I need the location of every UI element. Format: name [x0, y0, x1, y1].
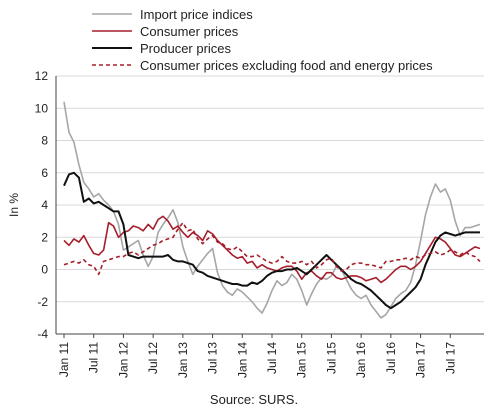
x-tick-label: Jan 16 — [354, 342, 368, 378]
gridlines — [56, 75, 484, 303]
legend-label: Consumer prices — [140, 24, 239, 39]
x-tick-label: Jul 17 — [443, 342, 457, 374]
y-axis: -4 -2 0 2 4 6 8 10 12 — [35, 69, 49, 341]
x-tick-label: Jan 15 — [295, 342, 309, 378]
legend: Import price indices Consumer prices Produ… — [92, 7, 433, 73]
y-tick-label: -2 — [37, 295, 48, 309]
y-tick-label: 12 — [35, 69, 49, 83]
x-tick-label: Jul 12 — [146, 342, 160, 374]
x-tick-label: Jul 16 — [384, 342, 398, 374]
y-tick-label: 4 — [41, 198, 48, 212]
y-tick-label: 10 — [35, 101, 49, 115]
x-tick-label: Jan 13 — [176, 342, 190, 378]
series-line-4 — [63, 221, 481, 276]
x-tick-label: Jul 14 — [265, 342, 279, 374]
x-tick-label: Jul 15 — [324, 342, 338, 374]
x-tick-label: Jan 14 — [235, 342, 249, 378]
x-tick-label: Jul 13 — [206, 342, 220, 374]
x-axis: Jan 11 Jul 11 Jan 12 Jul 12 Jan 13 Jul 13 Jan … — [57, 334, 457, 378]
x-tick-label: Jul 11 — [87, 342, 101, 373]
series-line-3 — [63, 171, 480, 310]
y-tick-label: 2 — [41, 230, 48, 244]
series-lines — [63, 101, 481, 319]
y-tick-label: 6 — [41, 166, 48, 180]
x-tick-label: Jan 17 — [414, 342, 428, 378]
y-tick-label: 8 — [41, 134, 48, 148]
series-line-2 — [63, 215, 481, 284]
legend-label: Import price indices — [140, 7, 253, 22]
x-tick-label: Jan 12 — [116, 342, 130, 378]
series-line-1 — [63, 101, 481, 319]
y-axis-title: In % — [7, 193, 21, 217]
y-tick-label: -4 — [37, 327, 48, 341]
source-note: Source: SURS. — [210, 392, 298, 407]
x-tick-label: Jan 11 — [57, 342, 71, 377]
y-tick-label: 0 — [41, 263, 48, 277]
legend-label: Producer prices — [140, 41, 232, 56]
legend-label: Consumer prices excluding food and energ… — [140, 58, 433, 73]
